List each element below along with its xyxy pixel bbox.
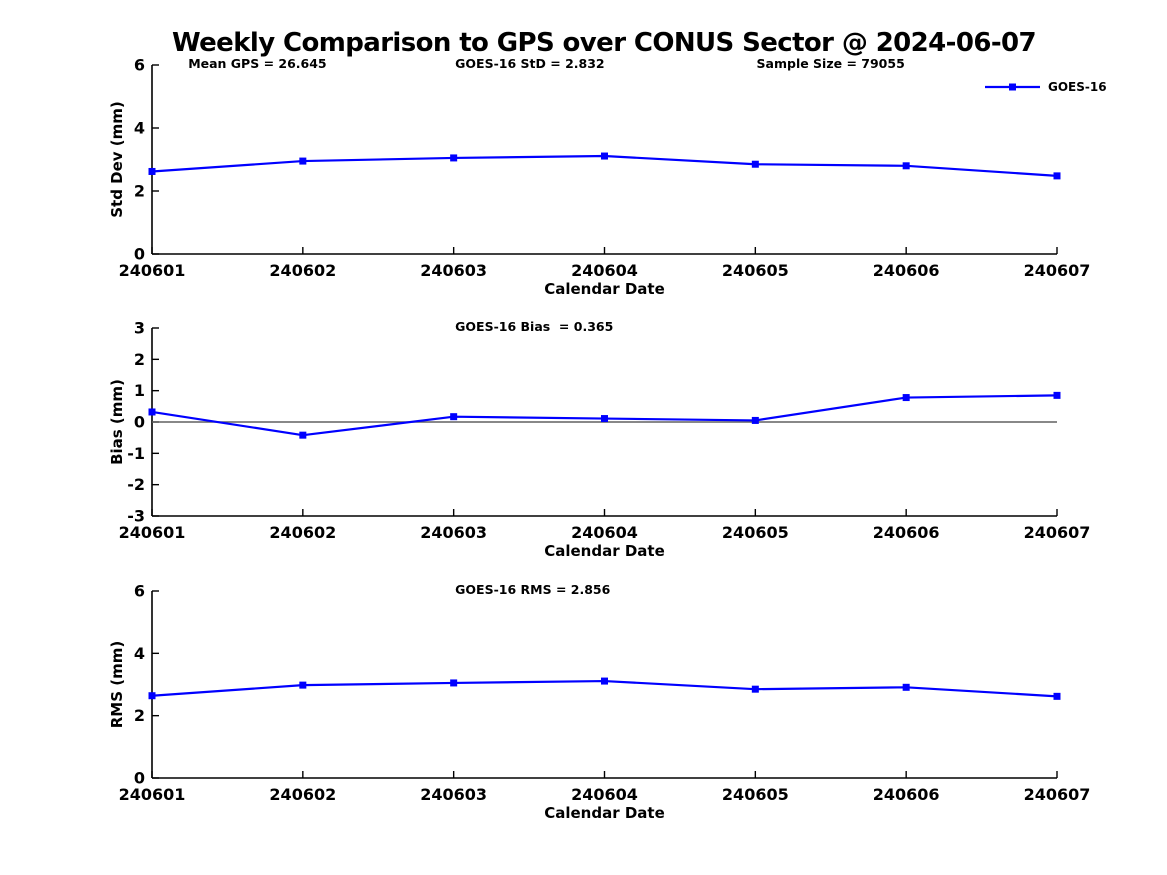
x-tick-label: 240602 <box>269 261 336 280</box>
data-point-marker <box>751 416 759 424</box>
x-tick-label: 240603 <box>420 261 487 280</box>
x-tick-label: 240601 <box>119 261 186 280</box>
data-point-marker <box>148 408 156 416</box>
legend-marker <box>1009 83 1016 91</box>
x-tick-label: 240606 <box>873 523 940 542</box>
x-tick-label: 240605 <box>722 261 789 280</box>
data-point-marker <box>450 413 458 421</box>
chart-bias: -3 -2 -1 0 1 2 3 240601 240602 240603 240604 240605… <box>108 319 1090 561</box>
y-axis-label: Bias (mm) <box>108 379 126 465</box>
x-tick-label: 240605 <box>722 523 789 542</box>
y-tick-label: 4 <box>134 119 145 138</box>
data-point-marker <box>148 692 156 700</box>
y-tick-label: 0 <box>134 769 145 788</box>
y-tick-label: 3 <box>134 319 145 338</box>
chart-std-dev: 0 2 4 6 240601 240602 240603 240604 240605 240606… <box>108 56 1107 299</box>
data-point-marker <box>751 685 759 693</box>
data-point-marker <box>902 394 910 402</box>
x-tick-label: 240607 <box>1024 523 1091 542</box>
data-point-marker <box>299 681 307 689</box>
y-tick-label: 2 <box>134 706 145 725</box>
y-tick-label: 4 <box>134 644 145 663</box>
y-tick-label: -3 <box>127 507 145 526</box>
x-tick-label: 240602 <box>269 785 336 804</box>
y-axis-label: Std Dev (mm) <box>108 101 126 218</box>
annotation: Mean GPS = 26.645 <box>188 56 326 71</box>
data-point-marker <box>601 152 608 160</box>
y-tick-label: 2 <box>134 182 145 201</box>
chart-rms: 0 2 4 6 240601 240602 240603 240604 240605 240606… <box>108 582 1090 823</box>
x-tick-label: 240602 <box>269 523 336 542</box>
data-point-marker <box>1053 692 1061 700</box>
x-tick-label: 240606 <box>873 785 940 804</box>
y-tick-label: 0 <box>134 413 145 432</box>
data-point-marker <box>148 167 156 175</box>
y-tick-label: -1 <box>127 444 145 463</box>
data-point-marker <box>1053 391 1061 399</box>
data-point-marker <box>1053 172 1061 180</box>
x-tick-label: 240601 <box>119 523 186 542</box>
y-tick-label: -2 <box>127 475 145 494</box>
data-point-marker <box>601 677 608 685</box>
data-point-marker <box>299 431 307 439</box>
x-axis-label: Calendar Date <box>544 804 665 822</box>
x-tick-label: 240606 <box>873 261 940 280</box>
data-point-marker <box>450 679 458 687</box>
figure-title: Weekly Comparison to GPS over CONUS Sect… <box>172 28 1036 58</box>
x-axis-label: Calendar Date <box>544 280 665 298</box>
annotation: GOES-16 RMS = 2.856 <box>455 582 610 597</box>
x-tick-label: 240603 <box>420 785 487 804</box>
x-tick-label: 240604 <box>571 785 638 804</box>
x-tick-label: 240607 <box>1024 785 1091 804</box>
y-axis-label: RMS (mm) <box>108 641 126 728</box>
annotation: Sample Size = 79055 <box>757 56 905 71</box>
x-tick-label: 240603 <box>420 523 487 542</box>
x-tick-label: 240605 <box>722 785 789 804</box>
x-tick-label: 240601 <box>119 785 186 804</box>
x-tick-label: 240604 <box>571 261 638 280</box>
y-tick-label: 6 <box>134 56 145 75</box>
y-tick-label: 2 <box>134 350 145 369</box>
y-tick-label: 0 <box>134 245 145 264</box>
data-point-marker <box>751 160 759 168</box>
legend-label: GOES-16 <box>1048 80 1107 94</box>
data-point-marker <box>601 415 608 423</box>
x-axis-label: Calendar Date <box>544 542 665 560</box>
y-tick-label: 6 <box>134 582 145 601</box>
data-point-marker <box>450 154 458 162</box>
y-tick-label: 1 <box>134 381 145 400</box>
x-tick-label: 240607 <box>1024 261 1091 280</box>
data-point-marker <box>902 683 910 691</box>
annotation: GOES-16 StD = 2.832 <box>455 56 604 71</box>
x-tick-label: 240604 <box>571 523 638 542</box>
data-point-marker <box>299 157 307 165</box>
data-point-marker <box>902 162 910 170</box>
annotation: GOES-16 Bias = 0.365 <box>455 319 613 334</box>
